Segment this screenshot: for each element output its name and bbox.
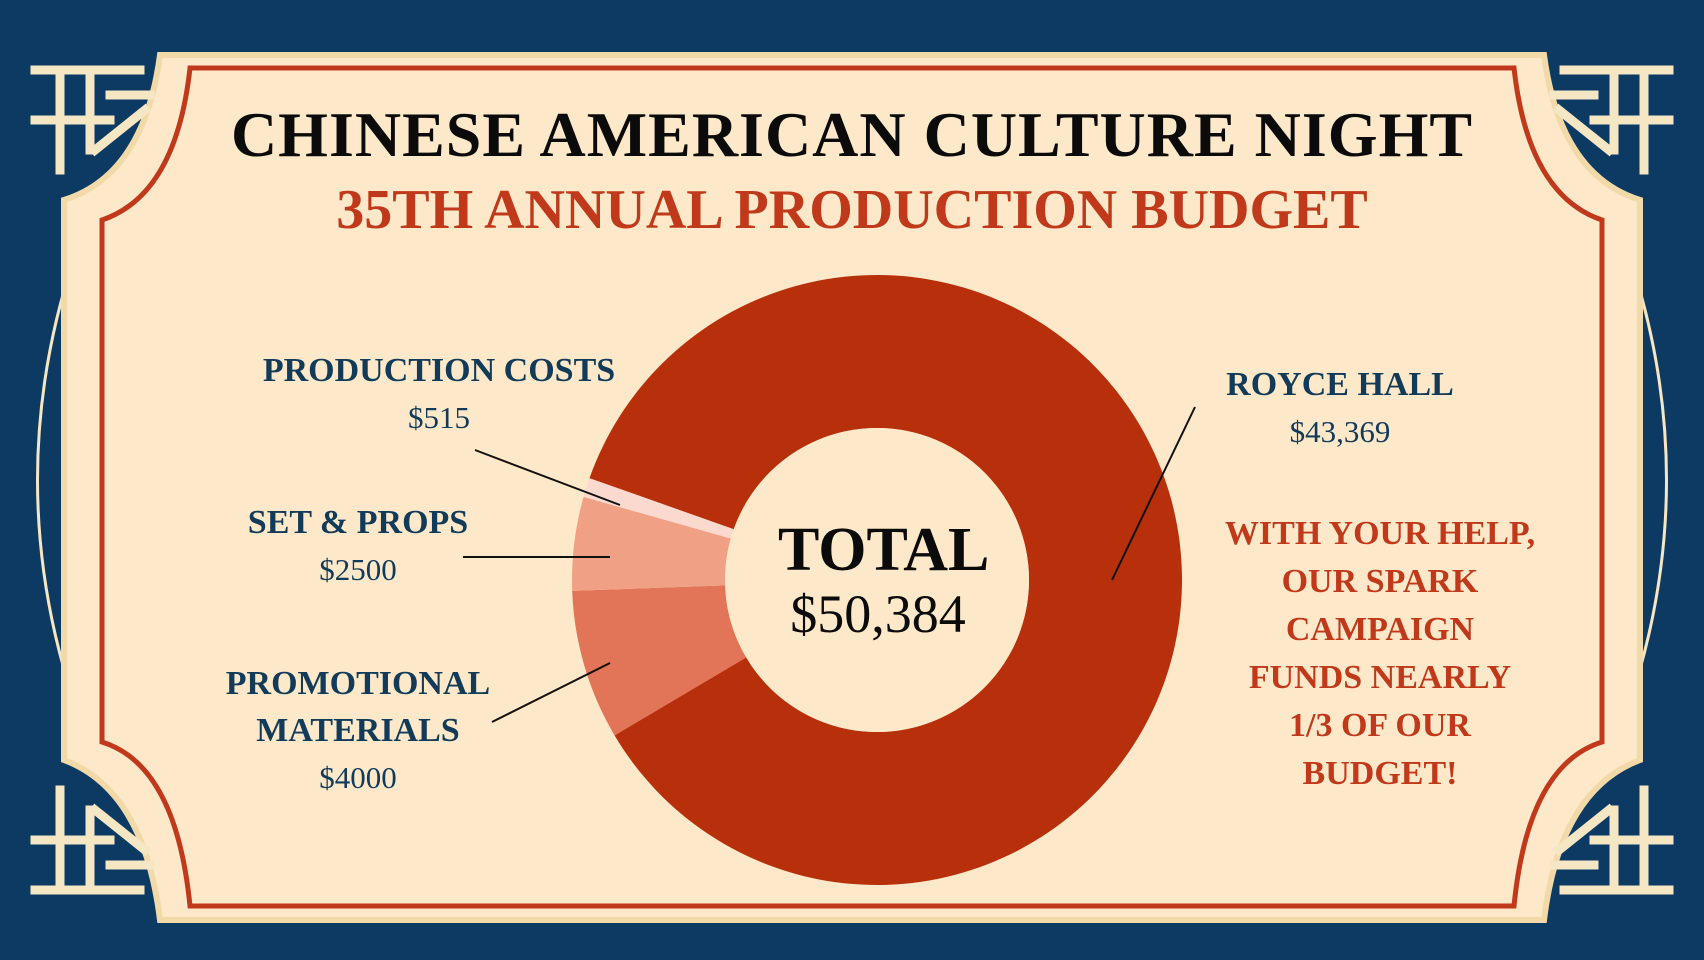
campaign-note-line: OUR SPARK bbox=[1281, 563, 1479, 600]
donut-slice-royce-hall bbox=[589, 274, 1182, 885]
campaign-note: WITH YOUR HELP, OUR SPARK CAMPAIGN FUNDS… bbox=[1180, 510, 1580, 798]
corner-ornament-top-right bbox=[1549, 65, 1674, 175]
slice-value-royce-hall: $43,369 bbox=[1289, 414, 1391, 449]
campaign-note-line: BUDGET! bbox=[1302, 755, 1458, 792]
donut-slice-promotional-materials bbox=[572, 585, 747, 736]
slice-label-production-costs: PRODUCTION COSTS bbox=[262, 352, 616, 389]
chart-subtitle: 35TH ANNUAL PRODUCTION BUDGET bbox=[336, 179, 1368, 241]
corner-ornament-bottom-left bbox=[30, 785, 155, 895]
slice-value-production-costs: $515 bbox=[408, 400, 470, 435]
campaign-note-line: 1/3 OF OUR bbox=[1289, 707, 1471, 744]
right-outer-arc bbox=[1627, 254, 1668, 706]
budget-donut-chart bbox=[572, 274, 1182, 885]
donut-hole bbox=[725, 428, 1029, 732]
slice-label-promotional-line1: PROMOTIONAL bbox=[225, 665, 491, 702]
chart-title: CHINESE AMERICAN CULTURE NIGHT bbox=[230, 99, 1474, 170]
campaign-note-line: FUNDS NEARLY bbox=[1248, 659, 1512, 696]
production-costs-leader-line bbox=[474, 449, 621, 506]
slice-label-set-props: SET & PROPS bbox=[247, 504, 469, 541]
donut-slice-set-props bbox=[572, 496, 731, 591]
slice-value-promotional: $4000 bbox=[319, 760, 397, 795]
slice-label-royce-hall: ROYCE HALL bbox=[1226, 366, 1454, 403]
campaign-note-line: WITH YOUR HELP, bbox=[1224, 515, 1536, 552]
promotional-leader-line bbox=[491, 662, 611, 723]
total-label: TOTAL bbox=[778, 516, 990, 584]
corner-ornament-bottom-right bbox=[1549, 785, 1674, 895]
panel-inner-border bbox=[99, 65, 1605, 909]
campaign-note-line: CAMPAIGN bbox=[1285, 611, 1475, 648]
total-value: $50,384 bbox=[790, 584, 966, 644]
royce-hall-leader-line bbox=[1111, 406, 1196, 581]
total-value-container: $50,384 bbox=[748, 583, 1008, 645]
donut-slice-production-costs bbox=[583, 478, 734, 539]
slice-label-promotional-line2: MATERIALS bbox=[256, 712, 460, 749]
total-label-container: TOTAL bbox=[778, 515, 990, 586]
corner-ornament-top-left bbox=[30, 65, 155, 175]
left-outer-arc bbox=[36, 254, 77, 706]
slice-value-set-props: $2500 bbox=[319, 552, 397, 587]
